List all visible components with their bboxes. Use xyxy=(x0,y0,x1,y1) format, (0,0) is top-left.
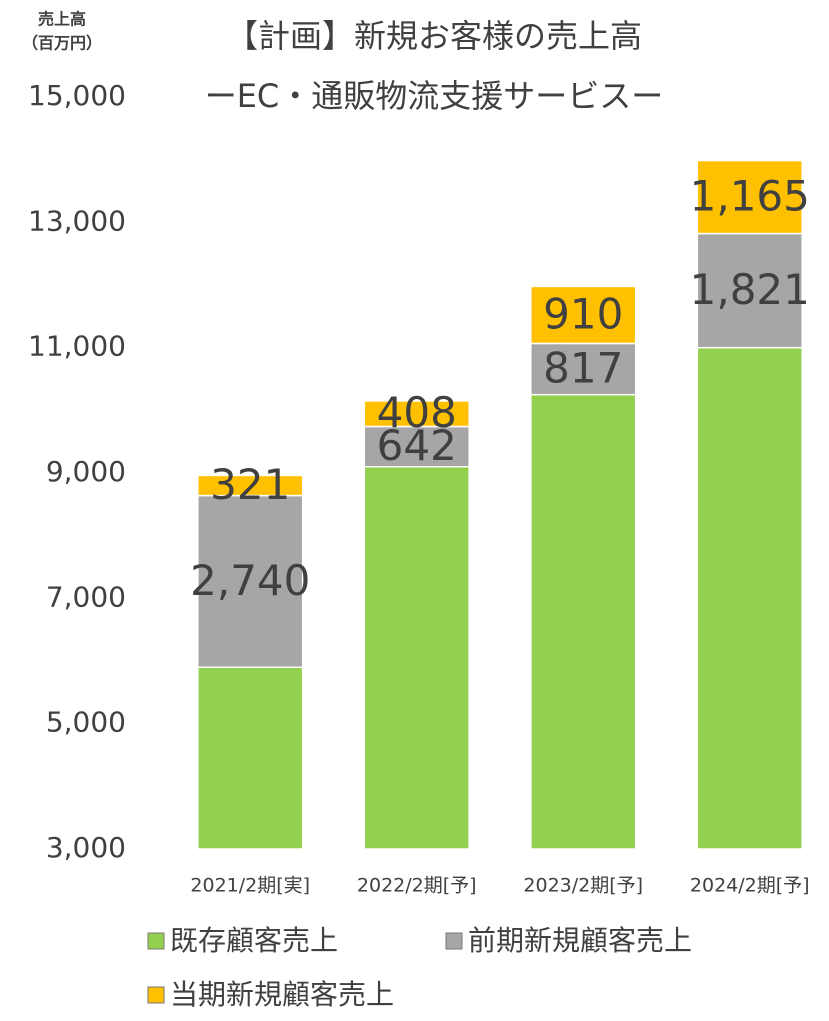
bar-segment xyxy=(530,285,637,345)
x-tick-label: 2023/2期[予] xyxy=(523,875,643,897)
bar-segment xyxy=(197,666,304,850)
y-tick-label: 3,000 xyxy=(46,831,126,864)
y-tick-label: 9,000 xyxy=(46,455,126,488)
legend-label: 前期新規顧客売上 xyxy=(468,924,692,957)
data-label: 910 xyxy=(543,289,623,338)
legend-marker xyxy=(147,986,165,1004)
bar-segment xyxy=(696,232,803,349)
y-tick-label: 5,000 xyxy=(46,706,126,739)
legend-marker xyxy=(147,932,165,950)
bar-segment xyxy=(363,400,470,428)
chart-title: 【計画】新規お客様の売上高 xyxy=(226,17,642,55)
y-axis-label: 売上高 xyxy=(38,10,86,29)
bar-segment xyxy=(363,465,470,850)
data-label: 2,740 xyxy=(190,556,310,605)
bar-segment xyxy=(696,346,803,850)
legend-label: 既存顧客売上 xyxy=(170,924,338,957)
y-tick-label: 11,000 xyxy=(28,330,126,363)
data-label: 817 xyxy=(543,344,623,393)
data-label: 1,821 xyxy=(690,265,810,314)
chart-subtitle: ーEC・通販物流支援サービスー xyxy=(205,77,664,115)
data-label: 642 xyxy=(377,421,457,470)
data-label: 321 xyxy=(210,460,290,509)
bar-segment xyxy=(696,159,803,235)
y-tick-label: 13,000 xyxy=(28,204,126,237)
x-tick-label: 2024/2期[予] xyxy=(690,875,810,897)
y-axis-label: （百万円） xyxy=(22,34,102,53)
bar-segment xyxy=(197,494,304,669)
x-tick-label: 2022/2期[予] xyxy=(357,875,477,897)
data-label: 1,165 xyxy=(690,172,810,221)
y-tick-label: 7,000 xyxy=(46,580,126,613)
legend-label: 当期新規顧客売上 xyxy=(170,978,394,1011)
data-label: 408 xyxy=(377,388,457,437)
legend-marker xyxy=(445,932,463,950)
x-tick-label: 2021/2期[実] xyxy=(190,875,310,897)
y-tick-label: 15,000 xyxy=(28,79,126,112)
bar-segment xyxy=(530,393,637,850)
bar-segment xyxy=(197,474,304,497)
